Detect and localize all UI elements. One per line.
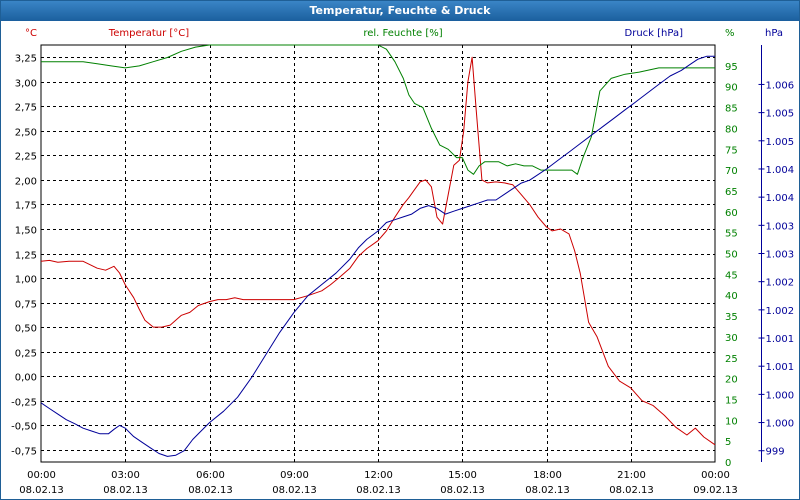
temp-tick-label: 2,00 bbox=[15, 177, 37, 188]
pressure-tick-label: 1.002 bbox=[766, 306, 795, 317]
pressure-tick-label: 1.001 bbox=[766, 362, 795, 373]
temp-tick-label: 2,50 bbox=[15, 128, 37, 139]
humidity-series-line bbox=[41, 44, 715, 175]
pressure-tick-label: 1.000 bbox=[766, 419, 795, 430]
pressure-tick-label: 1.001 bbox=[766, 334, 795, 345]
temp-tick-label: 1,00 bbox=[15, 275, 37, 286]
temp-tick-label: 3,25 bbox=[15, 54, 37, 65]
grid-lines bbox=[40, 44, 716, 463]
series-layer bbox=[40, 44, 716, 457]
x-tick-time: 12:00 bbox=[364, 470, 393, 481]
pressure-tick-label: 999 bbox=[766, 447, 785, 458]
pressure-tick-label: 1.003 bbox=[766, 221, 795, 232]
temp-tick-label: 0,00 bbox=[15, 373, 37, 384]
humidity-tick-label: 10 bbox=[725, 416, 738, 427]
temp-tick-label: 1,50 bbox=[15, 226, 37, 237]
x-tick-date: 08.02.13 bbox=[272, 485, 317, 496]
pressure-tick-label: 1.000 bbox=[766, 390, 795, 401]
humidity-tick-label: 15 bbox=[725, 395, 738, 406]
pressure-tick-label: 1.004 bbox=[766, 193, 795, 204]
temp-tick-label: 2,25 bbox=[15, 152, 37, 163]
x-tick-date: 08.02.13 bbox=[440, 485, 485, 496]
x-tick-time: 15:00 bbox=[448, 470, 477, 481]
x-tick-date: 08.02.13 bbox=[525, 485, 570, 496]
x-tick-time: 06:00 bbox=[196, 470, 225, 481]
humidity-tick-label: 95 bbox=[725, 62, 738, 73]
temp-tick-label: 1,75 bbox=[15, 201, 37, 212]
humidity-tick-label: 50 bbox=[725, 250, 738, 261]
temp-tick-label: 0,75 bbox=[15, 300, 37, 311]
humidity-tick-label: 60 bbox=[725, 208, 738, 219]
x-tick-date: 08.02.13 bbox=[19, 485, 64, 496]
temp-tick-label: -0,50 bbox=[11, 422, 37, 433]
weather-line-chart: -0,75 -0,50 -0,25 0,00 0,25 0,50 0,75 1,00 1,25 1… bbox=[11, 28, 794, 496]
humidity-tick-label: 25 bbox=[725, 354, 738, 365]
x-tick-time: 03:00 bbox=[111, 470, 140, 481]
humidity-tick-label: 75 bbox=[725, 145, 738, 156]
legend-humidity: rel. Feuchte [%] bbox=[363, 28, 442, 39]
chart-title: Temperatur, Feuchte & Druck bbox=[1, 1, 799, 21]
humidity-tick-label: 70 bbox=[725, 166, 738, 177]
pressure-series-line bbox=[40, 55, 715, 457]
temp-tick-label: 3,00 bbox=[15, 79, 37, 90]
x-tick-date: 08.02.13 bbox=[103, 485, 148, 496]
x-tick-time: 18:00 bbox=[533, 470, 562, 481]
humidity-tick-label: 85 bbox=[725, 104, 738, 115]
x-tick-time: 00:00 bbox=[701, 470, 730, 481]
humidity-tick-label: 5 bbox=[725, 437, 731, 448]
pressure-unit-label: hPa bbox=[765, 28, 783, 39]
pressure-tick-label: 1.004 bbox=[766, 165, 795, 176]
temperature-series-line bbox=[40, 56, 716, 446]
temp-tick-label: 2,75 bbox=[15, 103, 37, 114]
humidity-tick-label: 30 bbox=[725, 333, 738, 344]
x-tick-time: 09:00 bbox=[280, 470, 309, 481]
pressure-tick-label: 1.005 bbox=[766, 109, 795, 120]
axes-layer: -0,75 -0,50 -0,25 0,00 0,25 0,50 0,75 1,00 1,25 1… bbox=[11, 28, 794, 496]
x-tick-time: 00:00 bbox=[27, 470, 56, 481]
legend-temperature: Temperatur [°C] bbox=[108, 28, 189, 39]
humidity-tick-label: 80 bbox=[725, 124, 738, 135]
temp-tick-label: 1,25 bbox=[15, 251, 37, 262]
pressure-tick-label: 1.005 bbox=[766, 137, 795, 148]
humidity-tick-label: 45 bbox=[725, 270, 738, 281]
humidity-tick-label: 0 bbox=[725, 458, 731, 469]
humidity-tick-label: 55 bbox=[725, 229, 738, 240]
temp-tick-label: -0,25 bbox=[11, 398, 37, 409]
x-tick-time: 21:00 bbox=[617, 470, 646, 481]
humidity-unit-label: % bbox=[725, 28, 735, 39]
pressure-tick-label: 1.002 bbox=[766, 278, 795, 289]
humidity-tick-label: 20 bbox=[725, 375, 738, 386]
x-tick-date: 08.02.13 bbox=[609, 485, 654, 496]
pressure-tick-label: 1.006 bbox=[766, 80, 795, 91]
humidity-tick-label: 35 bbox=[725, 312, 738, 323]
x-tick-date: 08.02.13 bbox=[356, 485, 401, 496]
x-tick-date: 09.02.13 bbox=[693, 485, 738, 496]
temp-tick-label: -0,75 bbox=[11, 447, 37, 458]
x-tick-date: 08.02.13 bbox=[188, 485, 233, 496]
legend-pressure: Druck [hPa] bbox=[625, 28, 684, 39]
humidity-tick-label: 65 bbox=[725, 187, 738, 198]
temp-tick-label: 0,50 bbox=[15, 324, 37, 335]
temp-tick-label: 0,25 bbox=[15, 349, 37, 360]
humidity-tick-label: 90 bbox=[725, 83, 738, 94]
pressure-tick-label: 1.003 bbox=[766, 250, 795, 261]
humidity-tick-label: 40 bbox=[725, 291, 738, 302]
temp-unit-label: °C bbox=[25, 28, 37, 39]
